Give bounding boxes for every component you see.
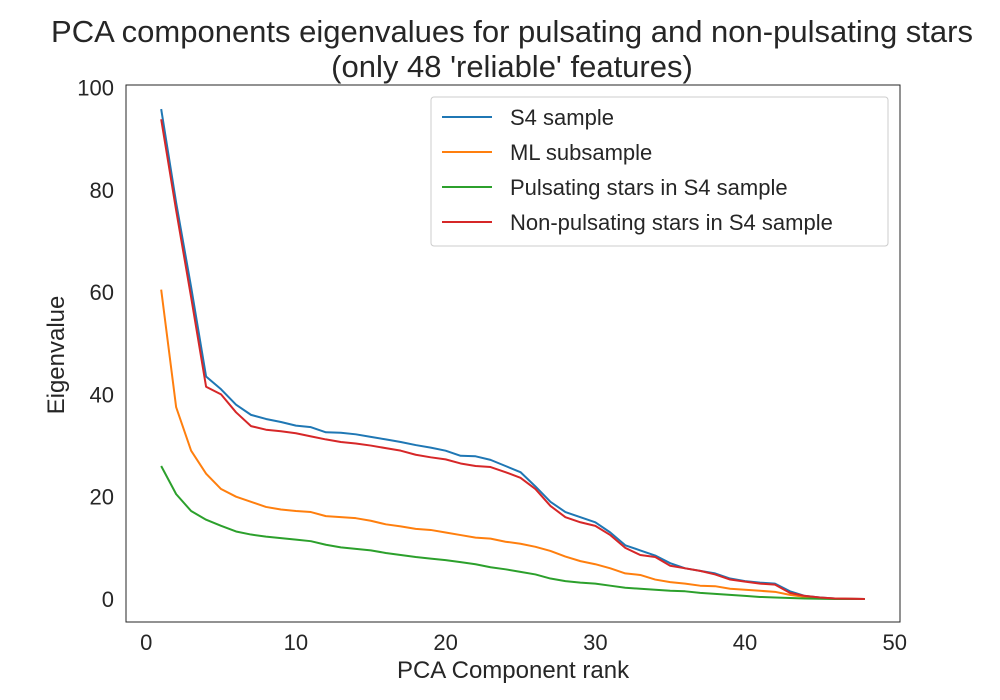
y-axis-ticks: 0 20 40 60 80 100 [77,76,114,612]
y-tick-label: 100 [77,76,114,101]
legend-box [430,96,889,247]
x-tick-label: 40 [733,630,757,655]
x-axis-ticks: 0 10 20 30 40 50 [140,630,907,655]
series-line-3 [160,465,865,600]
legend-label: S4 sample [510,105,614,130]
x-tick-label: 10 [284,630,308,655]
chart-title: PCA components eigenvalues for pulsating… [51,14,973,49]
x-tick-label: 50 [883,630,907,655]
series-line-2 [160,289,865,600]
legend: S4 sample ML subsample Pulsating stars in … [430,96,889,247]
y-tick-label: 40 [90,382,114,407]
y-tick-label: 0 [102,587,114,612]
series-line-4 [160,119,865,600]
y-tick-label: 60 [90,280,114,305]
y-tick-label: 80 [90,178,114,203]
x-axis-label: PCA Component rank [397,657,630,684]
legend-label: Pulsating stars in S4 sample [510,175,788,200]
y-tick-label: 20 [90,485,114,510]
x-tick-label: 0 [140,630,152,655]
x-tick-label: 20 [433,630,457,655]
legend-label: Non-pulsating stars in S4 sample [510,210,833,235]
y-axis-label: Eigenvalue [43,296,70,415]
x-tick-label: 30 [583,630,607,655]
series-lines [160,108,865,600]
plot-area-frame [125,84,901,623]
legend-label: ML subsample [510,140,652,165]
chart-subtitle: (only 48 'reliable' features) [331,49,693,84]
